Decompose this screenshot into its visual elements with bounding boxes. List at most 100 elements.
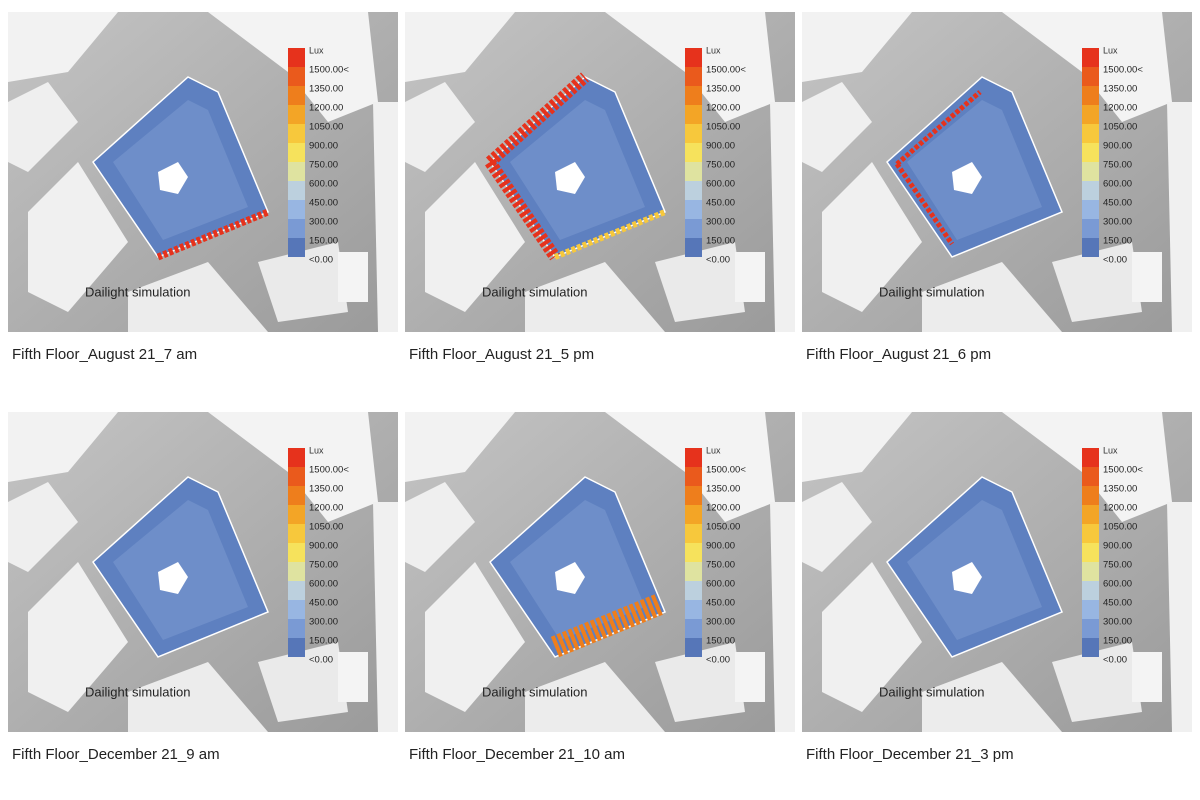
- courtyard: [158, 562, 188, 594]
- legend-label: 900.00: [706, 541, 735, 552]
- panel: Dailight simulation Lux 1500.00< 1350.00 120…: [802, 12, 1192, 363]
- legend-title: Lux: [706, 445, 721, 455]
- heat-edge: [156, 208, 270, 261]
- building: [8, 12, 118, 82]
- legend-label: 150.00: [309, 236, 338, 247]
- building: [802, 482, 872, 572]
- building: [1167, 102, 1192, 332]
- legend-label: 1500.00<: [1103, 65, 1143, 76]
- legend-label: 1500.00<: [1103, 465, 1143, 476]
- legend-label: 900.00: [1103, 141, 1132, 152]
- legend-swatch: [685, 638, 702, 657]
- panel: Dailight simulation Lux 1500.00< 1350.00 120…: [8, 12, 398, 363]
- building: [922, 262, 1062, 332]
- legend-swatch: [1082, 67, 1099, 86]
- legend-swatch: [685, 238, 702, 257]
- building: [8, 482, 78, 572]
- legend-swatch: [685, 486, 702, 505]
- heat-edge: [553, 209, 667, 260]
- building: [128, 262, 268, 332]
- image-label: Dailight simulation: [482, 684, 588, 699]
- legend-swatch: [1082, 48, 1099, 67]
- building: [922, 662, 1062, 732]
- legend-label: 1050.00: [1103, 522, 1137, 533]
- legend-label: 600.00: [706, 579, 735, 590]
- legend-swatch: [1082, 581, 1099, 600]
- legend-label: 1050.00: [706, 122, 740, 133]
- legend-swatch: [288, 162, 305, 181]
- building: [802, 82, 872, 172]
- legend-swatch: [288, 200, 305, 219]
- legend-swatch: [1082, 86, 1099, 105]
- building: [802, 412, 912, 482]
- legend-swatch: [685, 181, 702, 200]
- simulation-image: Dailight simulation Lux 1500.00< 1350.00 120…: [405, 412, 795, 732]
- legend-label: 150.00: [309, 636, 338, 647]
- legend-swatch: [288, 238, 305, 257]
- legend-label: <0.00: [706, 255, 730, 266]
- legend-swatch: [1082, 124, 1099, 143]
- building: [258, 642, 348, 722]
- legend-title: Lux: [1103, 45, 1118, 55]
- simulation-image: Dailight simulation Lux 1500.00< 1350.00 120…: [802, 12, 1192, 332]
- building: [1167, 502, 1192, 732]
- legend-label: 1350.00: [1103, 84, 1137, 95]
- legend-label: 300.00: [309, 617, 338, 628]
- legend-label: 300.00: [706, 617, 735, 628]
- legend-label: <0.00: [309, 655, 333, 666]
- legend-label: 600.00: [1103, 579, 1132, 590]
- legend-swatch: [685, 581, 702, 600]
- building: [1132, 252, 1162, 302]
- building: [655, 642, 745, 722]
- panel: Dailight simulation Lux 1500.00< 1350.00 120…: [405, 412, 795, 763]
- legend-swatch: [685, 467, 702, 486]
- legend-swatch: [685, 448, 702, 467]
- legend-swatch: [288, 105, 305, 124]
- legend-swatch: [685, 600, 702, 619]
- legend-swatch: [1082, 486, 1099, 505]
- simulation-image: Dailight simulation Lux 1500.00< 1350.00 120…: [802, 412, 1192, 732]
- legend-label: 450.00: [1103, 198, 1132, 209]
- legend-swatch: [685, 143, 702, 162]
- legend-swatch: [685, 48, 702, 67]
- building: [1052, 642, 1142, 722]
- legend-label: 1200.00: [1103, 103, 1137, 114]
- legend-label: 750.00: [309, 560, 338, 571]
- building: [8, 412, 118, 482]
- legend-swatch: [1082, 505, 1099, 524]
- legend-label: 150.00: [1103, 236, 1132, 247]
- courtyard: [555, 162, 585, 194]
- legend-swatch: [288, 581, 305, 600]
- building: [28, 562, 128, 712]
- legend-swatch: [288, 486, 305, 505]
- legend-swatch: [1082, 638, 1099, 657]
- heat-edge: [895, 90, 982, 166]
- panel: Dailight simulation Lux 1500.00< 1350.00 120…: [405, 12, 795, 363]
- legend-swatch: [685, 105, 702, 124]
- legend-swatch: [1082, 219, 1099, 238]
- legend-title: Lux: [1103, 445, 1118, 455]
- legend-label: 600.00: [1103, 179, 1132, 190]
- legend-label: 750.00: [1103, 160, 1132, 171]
- caption: Fifth Floor_December 21_9 am: [12, 746, 220, 763]
- legend-label: 1350.00: [309, 484, 343, 495]
- legend-label: 900.00: [706, 141, 735, 152]
- legend-label: 900.00: [1103, 541, 1132, 552]
- building: [338, 652, 368, 702]
- legend-title: Lux: [706, 45, 721, 55]
- legend-swatch: [1082, 543, 1099, 562]
- legend-label: 1050.00: [1103, 122, 1137, 133]
- legend-title: Lux: [309, 45, 324, 55]
- legend-swatch: [685, 619, 702, 638]
- legend-label: 900.00: [309, 141, 338, 152]
- legend-label: 750.00: [706, 160, 735, 171]
- building: [770, 502, 795, 732]
- legend-title: Lux: [309, 445, 324, 455]
- legend-label: 1200.00: [706, 503, 740, 514]
- legend-label: 1050.00: [309, 522, 343, 533]
- legend-swatch: [685, 124, 702, 143]
- legend-swatch: [685, 67, 702, 86]
- caption: Fifth Floor_December 21_10 am: [409, 746, 625, 763]
- legend-swatch: [288, 143, 305, 162]
